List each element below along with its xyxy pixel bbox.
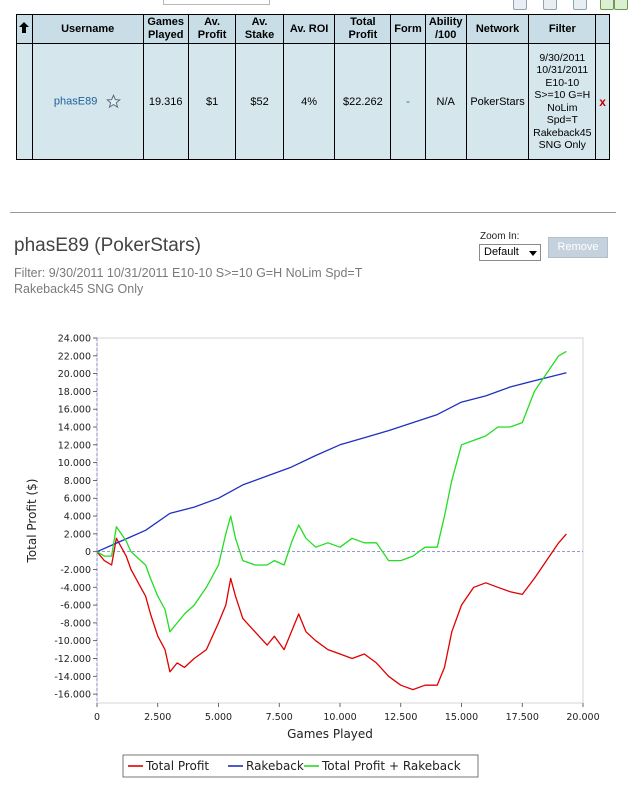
favorite-star-icon[interactable]: [106, 94, 122, 109]
header-filter[interactable]: Filter: [528, 14, 597, 44]
x-tick-label: 10.000: [323, 712, 356, 723]
remove-cell: x: [595, 43, 610, 160]
form-value: -: [406, 95, 410, 108]
filter-cell: 9/30/2011 10/31/2011 E10-10 S>=10 G=H No…: [528, 43, 597, 160]
refresh-icon[interactable]: [600, 0, 614, 10]
filter-line: 10/31/2011: [536, 64, 589, 76]
filter-line: E10-10: [545, 76, 580, 89]
filter-line: S>=10 G=H: [534, 89, 591, 101]
section-divider: [10, 212, 616, 213]
player-title: phasE89 (PokerStars): [14, 235, 201, 256]
y-tick-label: 18.000: [58, 387, 91, 398]
header-av-profit[interactable]: Av. Profit: [187, 14, 237, 44]
x-tick-label: 15.000: [445, 712, 478, 723]
header-games-played[interactable]: Games Played: [142, 14, 189, 44]
y-tick-label: 20.000: [58, 369, 91, 380]
search-box-fragment[interactable]: [163, 0, 270, 5]
player-filter-text: Filter: 9/30/2011 10/31/2011 E10-10 S>=1…: [14, 266, 363, 296]
profit-chart: -16.000 -14.000 -12.000 -10.000 -8.000 -6.000…: [25, 334, 600, 778]
y-tick-label: 24.000: [58, 334, 91, 345]
sort-arrow-up-icon[interactable]: [19, 21, 30, 33]
zoom-selected-value: Default: [484, 246, 519, 258]
av-roi-cell: 4%: [282, 43, 336, 160]
row-blank-cell: [16, 43, 33, 160]
legend-box: [122, 754, 479, 778]
y-tick-label: 14.000: [58, 423, 91, 434]
header-form[interactable]: Form: [390, 14, 426, 44]
header-av-roi[interactable]: Av. ROI: [282, 14, 336, 44]
chevron-down-icon: [529, 251, 537, 256]
username-cell: phasE89: [31, 43, 144, 160]
zoom-select[interactable]: Default: [479, 244, 541, 261]
filter-line: 9/30/2011: [539, 51, 586, 64]
legend-label-2: Total Profit + Rakeback: [321, 759, 461, 773]
header-username[interactable]: Username: [31, 14, 144, 44]
remove-row-button[interactable]: x: [599, 94, 606, 109]
x-tick-label: 5.000: [205, 712, 232, 723]
header-blank: [595, 14, 610, 44]
plot-area: [96, 337, 584, 704]
y-tick-label: 2.000: [64, 529, 91, 540]
y-tick-label: -12.000: [54, 654, 91, 665]
username-link[interactable]: phasE89: [53, 95, 98, 108]
x-tick-label: 0: [94, 712, 100, 723]
header-network[interactable]: Network: [465, 14, 530, 44]
network-cell: PokerStars: [465, 43, 530, 160]
share-icon[interactable]: [614, 0, 628, 10]
av-profit-cell: $1: [187, 43, 237, 160]
filter-line: SNG Only: [538, 139, 586, 151]
x-tick-label: 12.500: [384, 712, 417, 723]
av-stake-cell: $52: [235, 43, 284, 160]
y-tick-label: -2.000: [60, 565, 91, 576]
series-line-0: [96, 533, 567, 691]
y-tick-label: -6.000: [60, 601, 91, 612]
sort-column-header[interactable]: [16, 14, 33, 44]
remove-button[interactable]: Remove: [548, 237, 608, 258]
legend-label-1: Rakeback: [246, 759, 304, 773]
x-tick-label: 7.500: [266, 712, 293, 723]
total-profit-cell: $22.262: [334, 43, 392, 160]
legend-label-0: Total Profit: [145, 759, 209, 773]
y-axis-label: Total Profit ($): [25, 479, 39, 564]
y-tick-label: 22.000: [58, 351, 91, 362]
page-icon[interactable]: [573, 0, 587, 10]
filter-line: Spd=T: [546, 114, 578, 126]
table-icon[interactable]: [543, 0, 557, 10]
stats-header-row: Username Games Played Av. Profit Av. Sta…: [16, 14, 610, 44]
series-line-2: [96, 350, 567, 633]
x-tick-label: 20.000: [566, 712, 599, 723]
y-tick-label: 8.000: [64, 476, 91, 487]
series-line-1: [96, 372, 567, 553]
y-tick-label: -14.000: [54, 672, 91, 683]
top-toolbar: [0, 0, 630, 12]
stats-table: Username Games Played Av. Profit Av. Sta…: [16, 14, 610, 160]
filter-line: NoLim: [547, 101, 578, 114]
x-tick-label: 17.500: [506, 712, 539, 723]
y-tick-label: 6.000: [64, 494, 91, 505]
x-tick-label: 2.500: [144, 712, 171, 723]
games-played-cell: 19.316: [142, 43, 189, 160]
y-tick-label: 4.000: [64, 512, 91, 523]
chart-legend: Total Profit Rakeback Total Profit + Rakeb…: [122, 754, 479, 778]
header-av-stake[interactable]: Av. Stake: [235, 14, 284, 44]
header-total-profit[interactable]: Total Profit: [334, 14, 392, 44]
ability-cell: N/A: [424, 43, 467, 160]
y-tick-label: 16.000: [58, 405, 91, 416]
x-axis-label: Games Played: [287, 727, 373, 741]
y-tick-label: 0: [85, 547, 91, 558]
y-tick-label: -8.000: [60, 618, 91, 629]
header-ability[interactable]: Ability /100: [424, 14, 467, 44]
y-tick-label: -10.000: [54, 636, 91, 647]
form-cell: -: [390, 43, 426, 160]
y-tick-label: 10.000: [58, 458, 91, 469]
y-tick-label: -4.000: [60, 583, 91, 594]
filter-line: Rakeback45: [533, 126, 592, 139]
y-tick-label: -16.000: [54, 690, 91, 701]
table-row: phasE89 19.316 $1 $52 4% $22.262 - N/A P…: [16, 43, 610, 160]
y-tick-label: 12.000: [58, 440, 91, 451]
zoom-label: Zoom In:: [480, 231, 520, 242]
export-icon[interactable]: [513, 0, 527, 10]
